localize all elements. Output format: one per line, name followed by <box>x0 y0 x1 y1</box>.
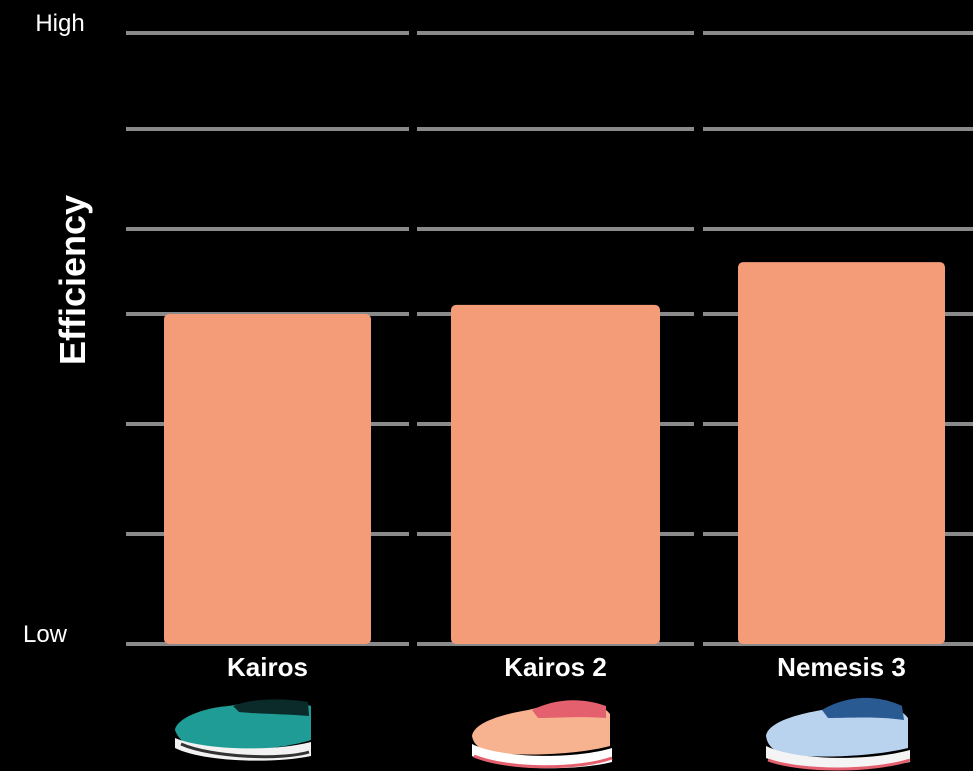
light-blue-running-shoe-image <box>766 698 910 769</box>
category-label: Kairos <box>227 652 308 682</box>
y-tick-label-low: Low <box>23 621 68 648</box>
bar-nemesis-3 <box>738 262 945 644</box>
bar-kairos <box>164 314 371 644</box>
bar-kairos-2 <box>451 305 660 644</box>
category-label: Nemesis 3 <box>777 652 906 682</box>
teal-running-shoe-image <box>175 699 311 760</box>
y-axis-label: Efficiency <box>52 195 93 365</box>
peach-running-shoe-image <box>472 700 612 768</box>
bars <box>164 262 945 644</box>
category-labels: Kairos Kairos 2 Nemesis 3 <box>227 652 906 682</box>
category-label: Kairos 2 <box>504 652 607 682</box>
y-tick-label-high: High <box>35 10 84 37</box>
